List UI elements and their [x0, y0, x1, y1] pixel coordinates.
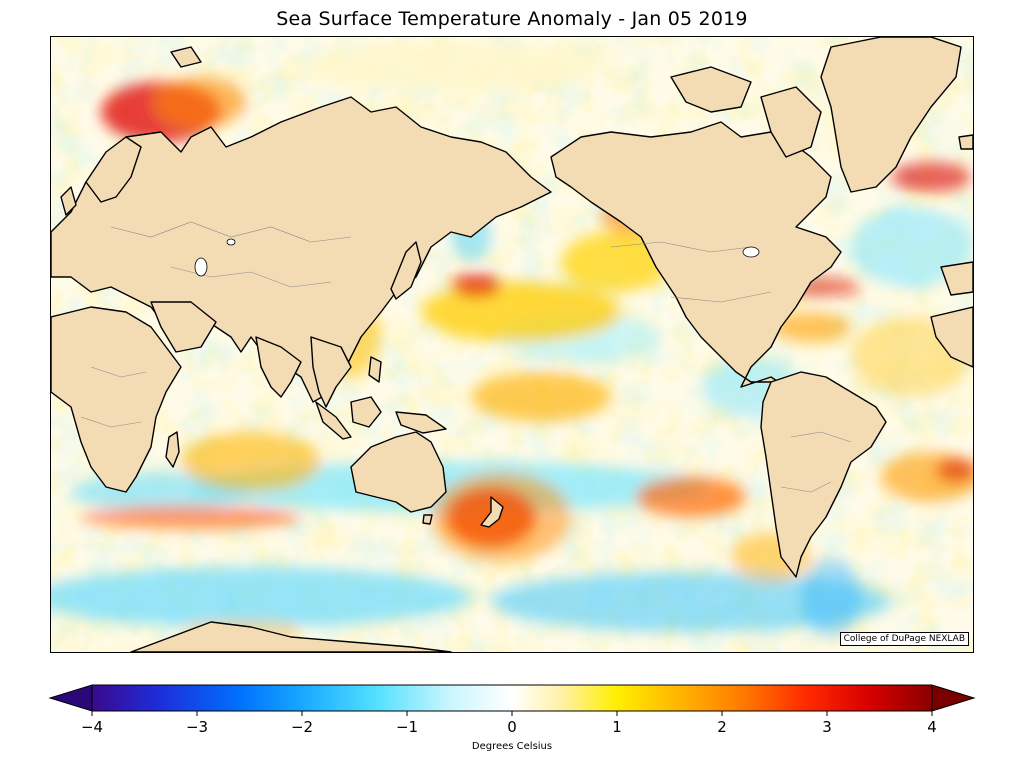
lakes — [194, 238, 760, 277]
land-north-america — [550, 121, 842, 388]
land-japan — [390, 241, 422, 300]
land-new-zealand — [480, 496, 504, 528]
land-west-africa — [930, 306, 973, 368]
land-africa — [51, 306, 182, 493]
map-panel: College of DuPage NEXLAB — [50, 36, 974, 653]
map-title: Sea Surface Temperature Anomaly - Jan 05… — [276, 8, 748, 30]
land-indochina — [310, 336, 352, 408]
sst-anomaly-map — [51, 37, 973, 652]
land-philippines — [368, 356, 382, 383]
land-sumatra — [315, 401, 352, 440]
landmasses — [51, 37, 973, 652]
land-antarctica — [130, 621, 452, 652]
land-india — [255, 336, 302, 398]
land-tasmania — [422, 514, 433, 525]
land-arctic-islands — [670, 66, 752, 113]
land-madagascar — [165, 431, 180, 468]
credit-label: College of DuPage NEXLAB — [839, 632, 969, 646]
colorbar-extend-min — [48, 684, 93, 712]
colorbar-tick-label: −3 — [186, 718, 208, 736]
land-iberia — [940, 261, 973, 296]
land-arabia — [150, 301, 217, 353]
colorbar: −4 −3 −2 −1 0 1 2 3 4 — [48, 684, 976, 736]
colorbar-extend-max — [931, 684, 976, 712]
colorbar-tick-label: 4 — [927, 718, 937, 736]
colorbar-gradient — [91, 684, 933, 712]
land-new-guinea — [395, 411, 447, 434]
colorbar-tick-label: 3 — [822, 718, 832, 736]
land-greenland — [820, 37, 962, 193]
colorbar-tick-label: −2 — [291, 718, 313, 736]
land-australia — [350, 431, 447, 513]
colorbar-tick-label: 2 — [717, 718, 727, 736]
colorbar-tick-label: −1 — [396, 718, 418, 736]
land-svalbard — [170, 46, 202, 68]
land-iceland — [958, 134, 973, 150]
colorbar-label: Degrees Celsius — [471, 741, 553, 752]
land-borneo — [350, 396, 382, 428]
land-baffin — [760, 86, 822, 158]
colorbar-tick-label: 0 — [507, 718, 517, 736]
colorbar-tick-label: −4 — [81, 718, 103, 736]
anomaly-field — [51, 37, 973, 652]
land-scandinavia — [85, 136, 142, 203]
land-britain — [60, 186, 77, 216]
land-south-america — [760, 371, 887, 578]
colorbar-tick-label: 1 — [612, 718, 622, 736]
